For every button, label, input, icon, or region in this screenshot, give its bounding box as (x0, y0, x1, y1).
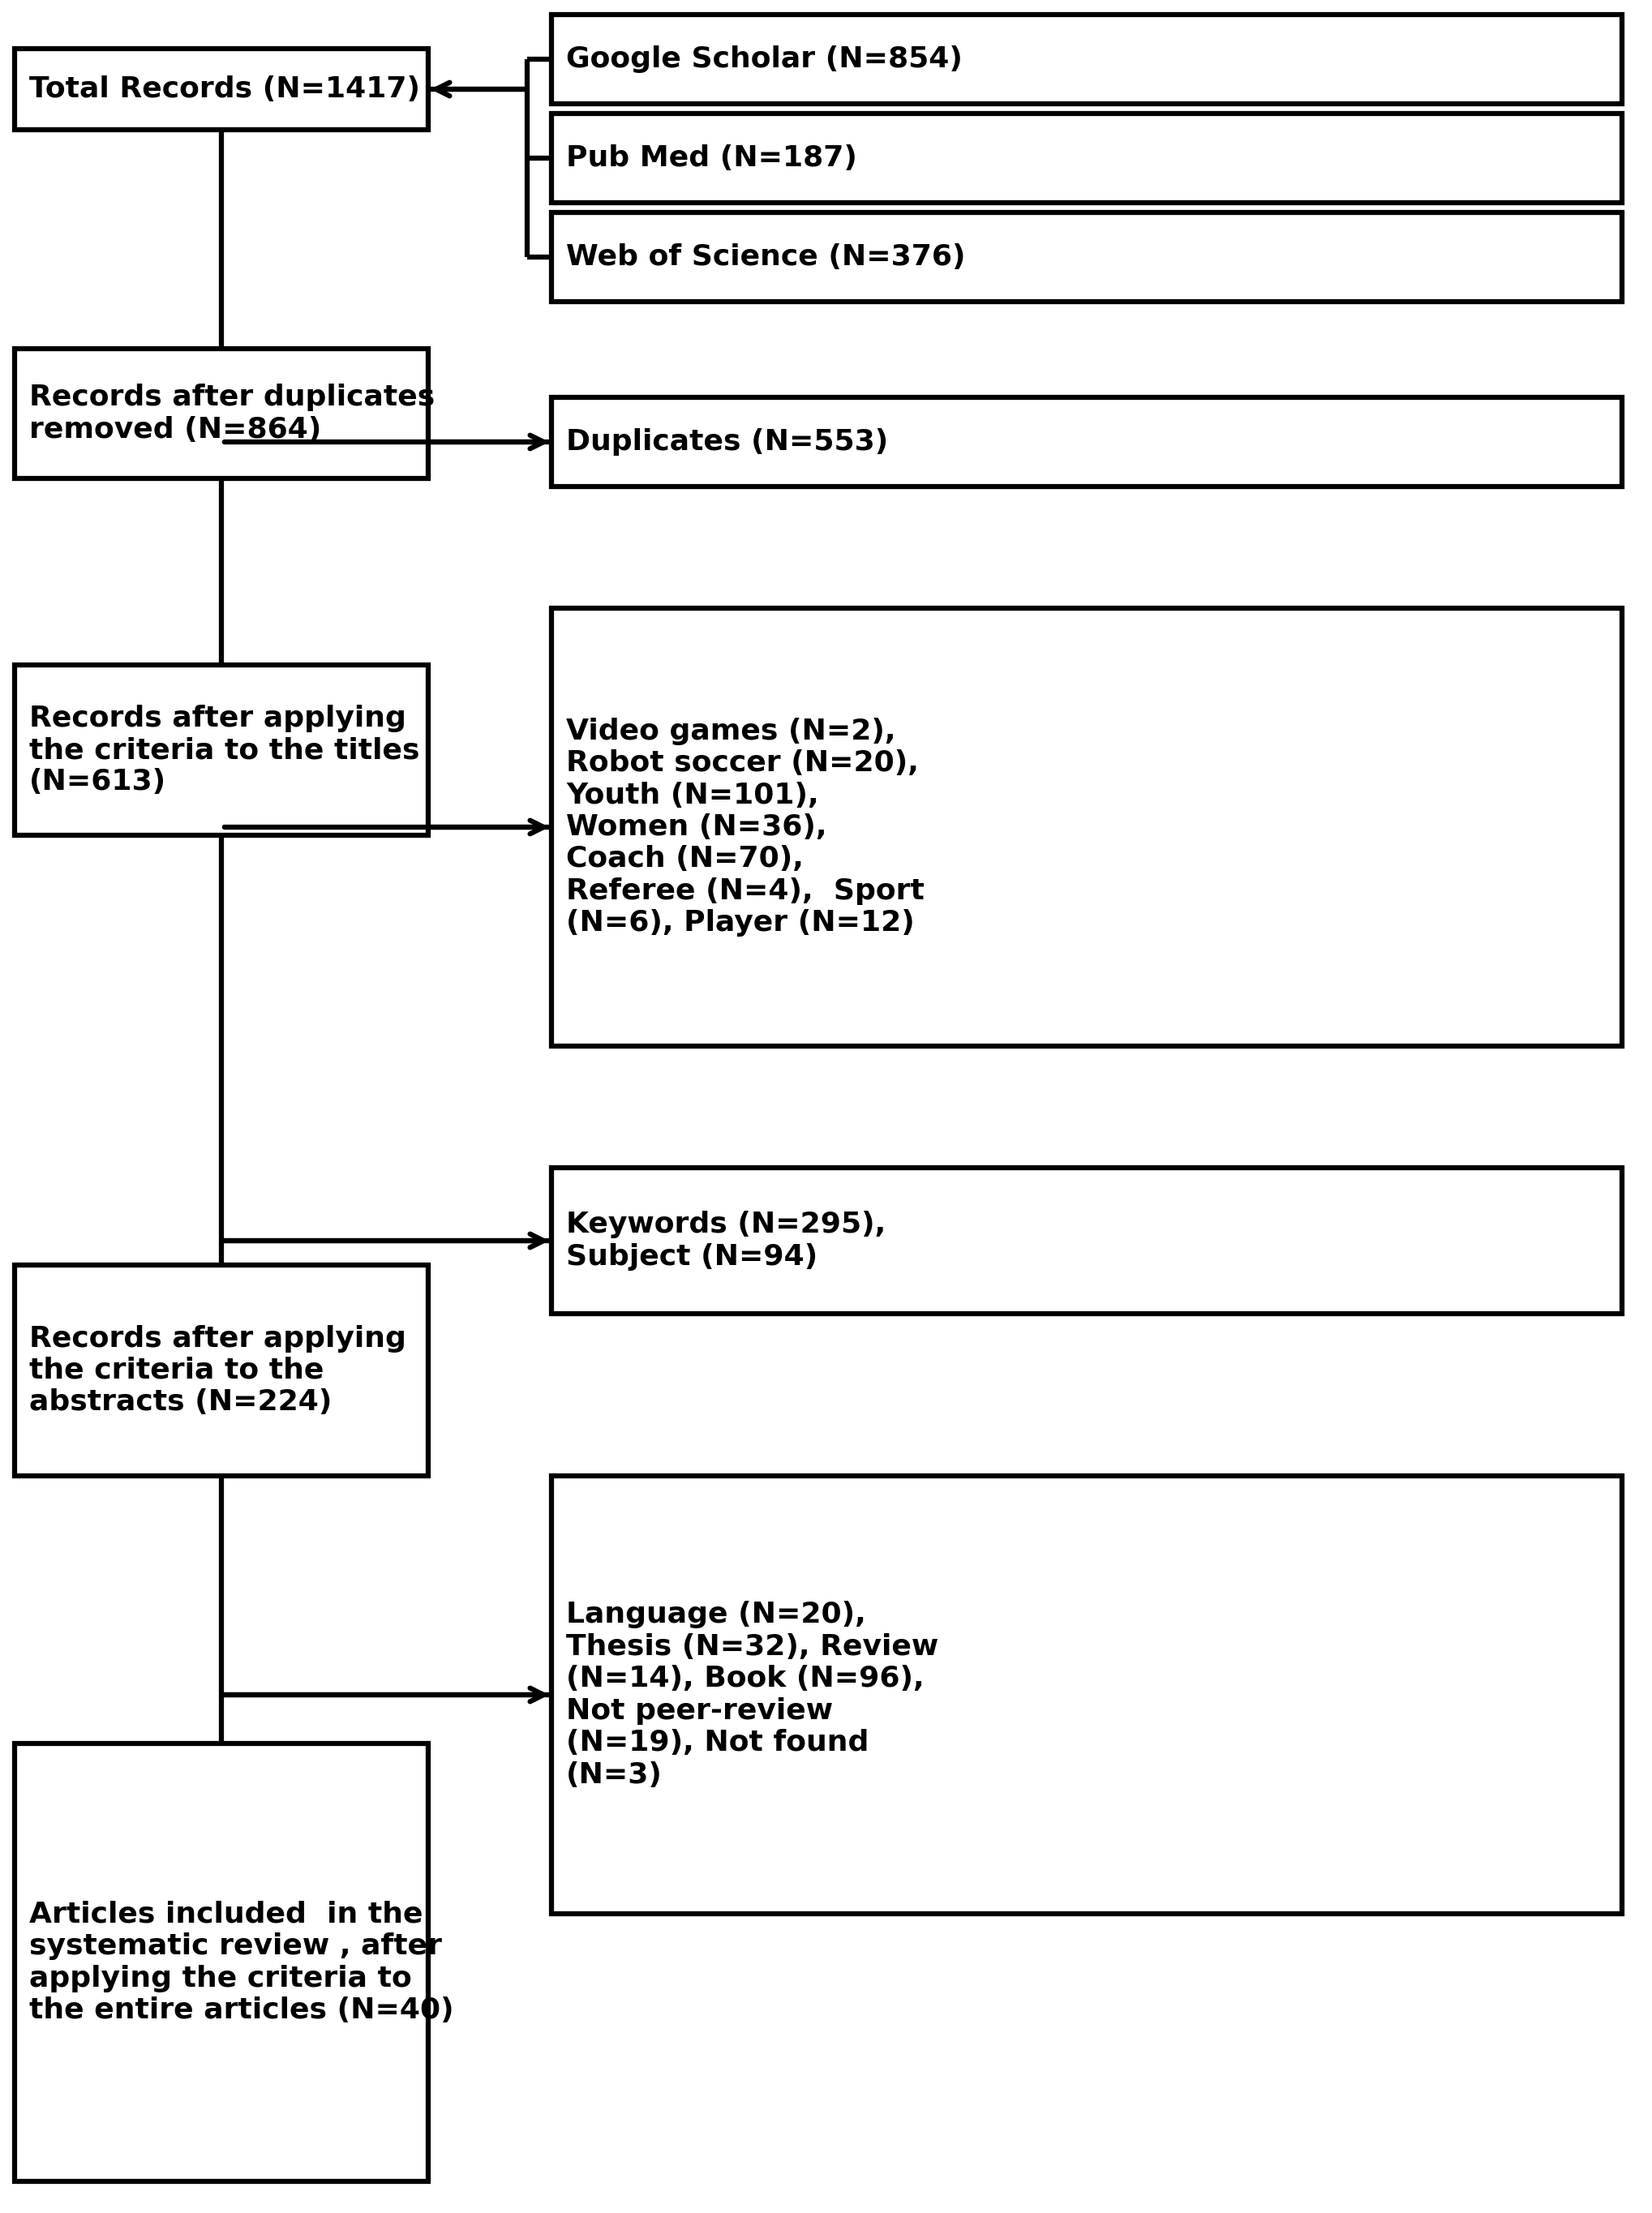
FancyBboxPatch shape (552, 1168, 1622, 1315)
Text: Total Records (N=1417): Total Records (N=1417) (30, 75, 420, 104)
FancyBboxPatch shape (552, 1476, 1622, 1914)
Text: Articles included  in the
systematic review , after
applying the criteria to
the: Articles included in the systematic revi… (30, 1901, 454, 2025)
Text: Duplicates (N=553): Duplicates (N=553) (567, 427, 889, 456)
Text: Pub Med (N=187): Pub Med (N=187) (567, 144, 857, 173)
Text: Records after applying
the criteria to the
abstracts (N=224): Records after applying the criteria to t… (30, 1326, 406, 1416)
FancyBboxPatch shape (552, 398, 1622, 487)
Text: Video games (N=2),
Robot soccer (N=20),
Youth (N=101),
Women (N=36),
Coach (N=70: Video games (N=2), Robot soccer (N=20), … (567, 717, 925, 936)
FancyBboxPatch shape (15, 350, 428, 478)
FancyBboxPatch shape (15, 1744, 428, 2182)
FancyBboxPatch shape (15, 664, 428, 834)
Text: Web of Science (N=376): Web of Science (N=376) (567, 243, 965, 270)
FancyBboxPatch shape (552, 609, 1622, 1047)
FancyBboxPatch shape (552, 113, 1622, 204)
FancyBboxPatch shape (552, 15, 1622, 104)
Text: Keywords (N=295),
Subject (N=94): Keywords (N=295), Subject (N=94) (567, 1211, 885, 1270)
Text: Records after duplicates
removed (N=864): Records after duplicates removed (N=864) (30, 383, 434, 443)
Text: Records after applying
the criteria to the titles
(N=613): Records after applying the criteria to t… (30, 704, 420, 797)
FancyBboxPatch shape (552, 212, 1622, 301)
FancyBboxPatch shape (15, 1266, 428, 1476)
Text: Google Scholar (N=854): Google Scholar (N=854) (567, 46, 963, 73)
Text: Language (N=20),
Thesis (N=32), Review
(N=14), Book (N=96),
Not peer-review
(N=1: Language (N=20), Thesis (N=32), Review (… (567, 1602, 938, 1788)
FancyBboxPatch shape (15, 49, 428, 131)
